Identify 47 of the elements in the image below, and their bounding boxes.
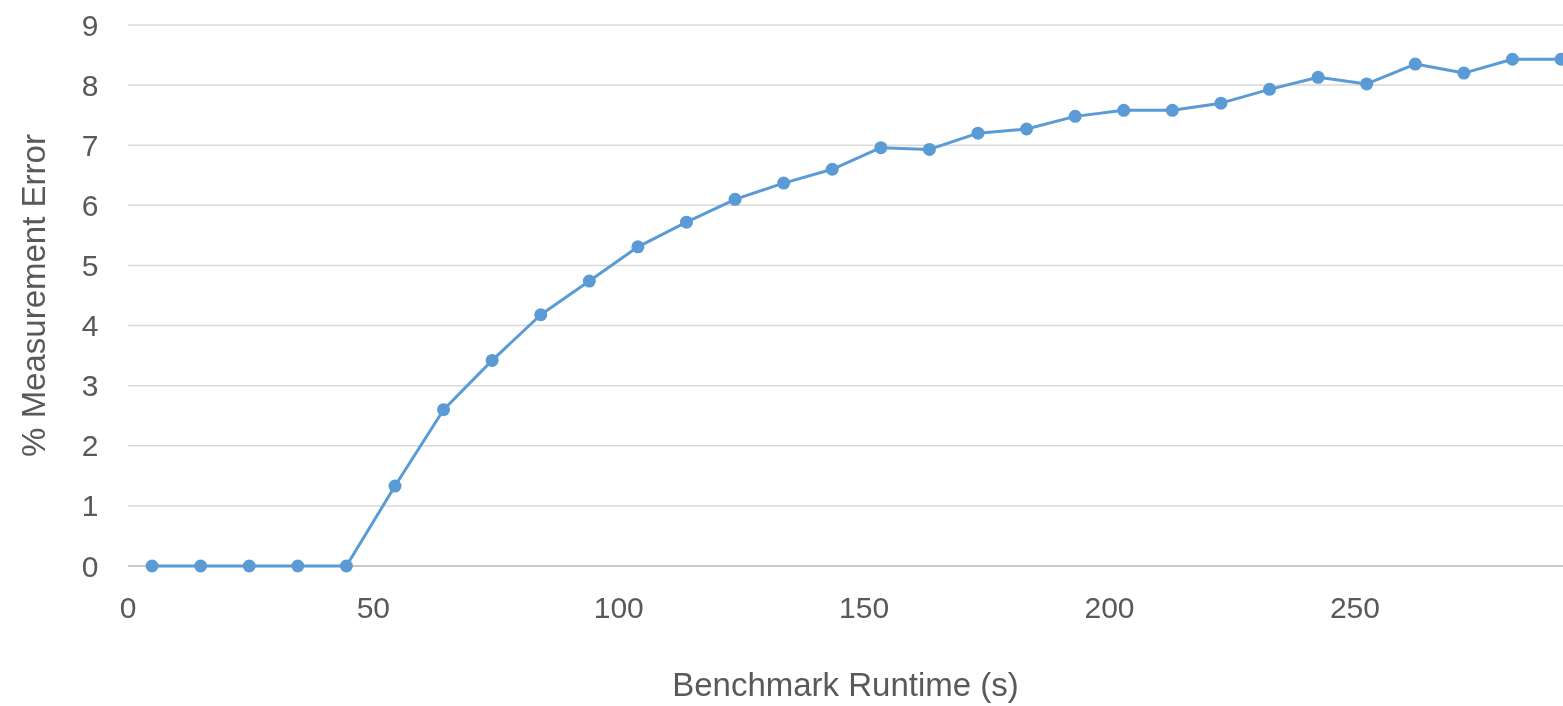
- point: [1068, 109, 1082, 123]
- point: [388, 479, 402, 493]
- point: [971, 126, 985, 140]
- point: [1165, 103, 1179, 117]
- point: [777, 176, 791, 190]
- y-tick-label: 8: [81, 68, 99, 102]
- y-tick-label: 3: [81, 369, 99, 403]
- x-tick-label: 50: [356, 591, 391, 624]
- x-tick-label: 200: [1084, 591, 1135, 624]
- point: [1408, 57, 1422, 71]
- point: [242, 559, 256, 573]
- point: [1117, 103, 1131, 117]
- point: [1214, 96, 1228, 110]
- y-tick-label: 1: [81, 489, 99, 523]
- x-tick-label: 150: [839, 591, 890, 624]
- point: [1457, 66, 1471, 80]
- point: [728, 192, 742, 206]
- y-tick-label: 0: [81, 549, 99, 583]
- point: [582, 274, 596, 288]
- x-axis-title: Benchmark Runtime (s): [672, 666, 1019, 703]
- point: [631, 240, 645, 254]
- point: [339, 559, 353, 573]
- y-tick-label: 9: [81, 8, 99, 42]
- point: [194, 559, 208, 573]
- y-tick-label: 4: [81, 309, 99, 343]
- y-tick-label: 7: [81, 128, 99, 162]
- x-tick-label: 100: [593, 591, 644, 624]
- point: [825, 162, 839, 176]
- point: [145, 559, 159, 573]
- y-axis-title: % Measurement Error: [15, 134, 52, 457]
- y-tick-label: 5: [81, 248, 99, 282]
- y-tick-label: 6: [81, 188, 99, 222]
- point: [1311, 70, 1325, 84]
- point: [291, 559, 305, 573]
- point: [485, 353, 499, 367]
- point: [437, 403, 451, 417]
- point: [1360, 77, 1374, 91]
- x-tick-label: 250: [1329, 591, 1380, 624]
- point: [874, 141, 888, 155]
- y-tick-label: 2: [81, 429, 99, 463]
- point: [1020, 122, 1034, 136]
- point: [922, 142, 936, 156]
- point: [1505, 52, 1519, 66]
- x-tick-label: 0: [119, 591, 137, 624]
- point: [534, 308, 548, 322]
- point: [679, 215, 693, 229]
- point: [1263, 82, 1277, 96]
